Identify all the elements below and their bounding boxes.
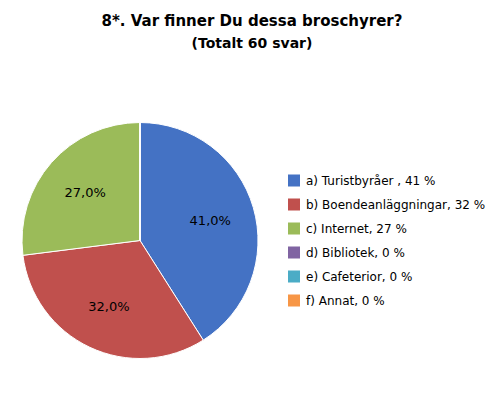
title: 8*. Var finner Du dessa broschyrer? [102, 12, 403, 30]
legend-item: e) Cafeterior, 0 % [288, 270, 412, 284]
slice [139, 123, 140, 241]
legend-label: c) Internet, 27 % [306, 222, 407, 236]
legend-swatch [288, 247, 300, 259]
legend-label: e) Cafeterior, 0 % [306, 270, 412, 284]
legend-item: c) Internet, 27 % [288, 222, 407, 236]
legend: a) Turistbyråer , 41 % b) Boendeanläggnin… [288, 174, 485, 308]
legend-item: f) Annat, 0 % [288, 294, 385, 308]
legend-swatch [288, 175, 300, 187]
legend-label: a) Turistbyråer , 41 % [306, 174, 435, 188]
legend-label: d) Bibliotek, 0 % [306, 246, 405, 260]
legend-item: a) Turistbyråer , 41 % [288, 174, 435, 188]
subtitle: (Totalt 60 svar) [192, 35, 313, 51]
legend-swatch [288, 199, 300, 211]
data-label: 32,0% [88, 299, 129, 314]
legend-swatch [288, 295, 300, 307]
legend-item: d) Bibliotek, 0 % [288, 246, 405, 260]
chart: 8*. Var finner Du dessa broschyrer? (Tota… [0, 0, 504, 411]
data-label: 27,0% [64, 185, 105, 200]
legend-label: f) Annat, 0 % [306, 294, 385, 308]
data-label: 41,0% [190, 213, 231, 228]
slice [139, 123, 140, 241]
pie [22, 123, 258, 359]
slice [23, 241, 203, 359]
legend-swatch [288, 223, 300, 235]
legend-swatch [288, 271, 300, 283]
slice [22, 123, 140, 256]
legend-item: b) Boendeanläggningar, 32 % [288, 198, 485, 212]
slice [139, 123, 140, 241]
legend-label: b) Boendeanläggningar, 32 % [306, 198, 485, 212]
data-labels: 41,0% 32,0% 27,0% [64, 185, 230, 315]
